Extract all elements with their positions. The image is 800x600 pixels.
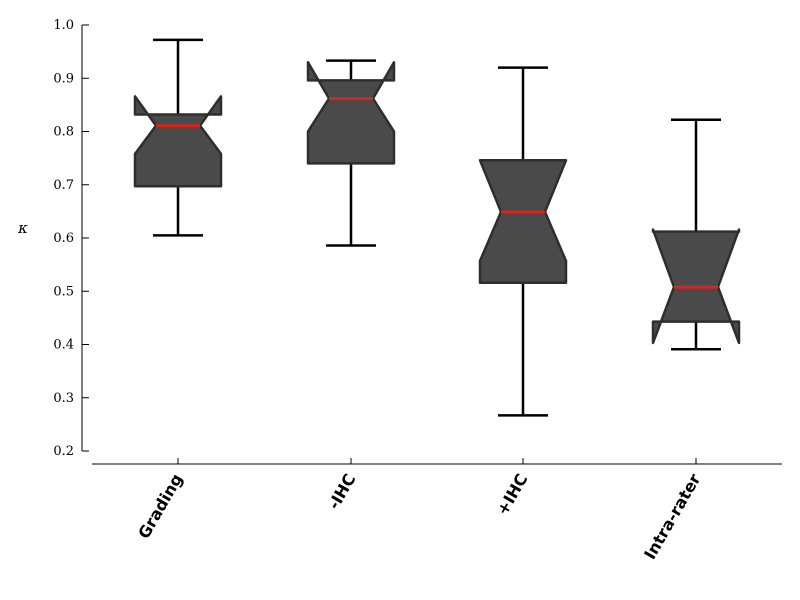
- box-body: [478, 159, 568, 284]
- x-tick-label: Grading: [134, 471, 186, 543]
- y-axis: 0.2 0.3 0.4 0.5 0.6 0.7 0.8 0.9 1.0: [53, 18, 89, 459]
- y-tick-label: 0.6: [53, 231, 74, 246]
- x-tick-label: Intra-rater: [640, 470, 704, 562]
- box-2: [478, 66, 568, 417]
- box-1: [306, 59, 396, 247]
- box-body: [306, 61, 396, 165]
- box-body: [133, 95, 223, 188]
- y-tick-label: 0.9: [53, 71, 74, 86]
- box-0: [133, 38, 223, 237]
- x-tick-label: +IHC: [493, 471, 532, 519]
- box-3: [651, 118, 741, 351]
- y-tick-label: 0.2: [53, 444, 74, 459]
- y-tick-label: 0.7: [53, 178, 74, 193]
- y-tick-label: 0.8: [53, 125, 74, 140]
- y-tick-label: 0.4: [53, 338, 74, 353]
- boxes-group: [133, 38, 741, 417]
- y-tick-label: 0.5: [53, 284, 74, 299]
- x-axis: Grading -IHC +IHC Intra-rater: [92, 458, 782, 563]
- y-tick-label: 0.3: [53, 391, 74, 406]
- y-tick-label: 1.0: [53, 18, 74, 33]
- y-axis-label: κ: [17, 219, 28, 237]
- x-tick-label: -IHC: [324, 471, 359, 513]
